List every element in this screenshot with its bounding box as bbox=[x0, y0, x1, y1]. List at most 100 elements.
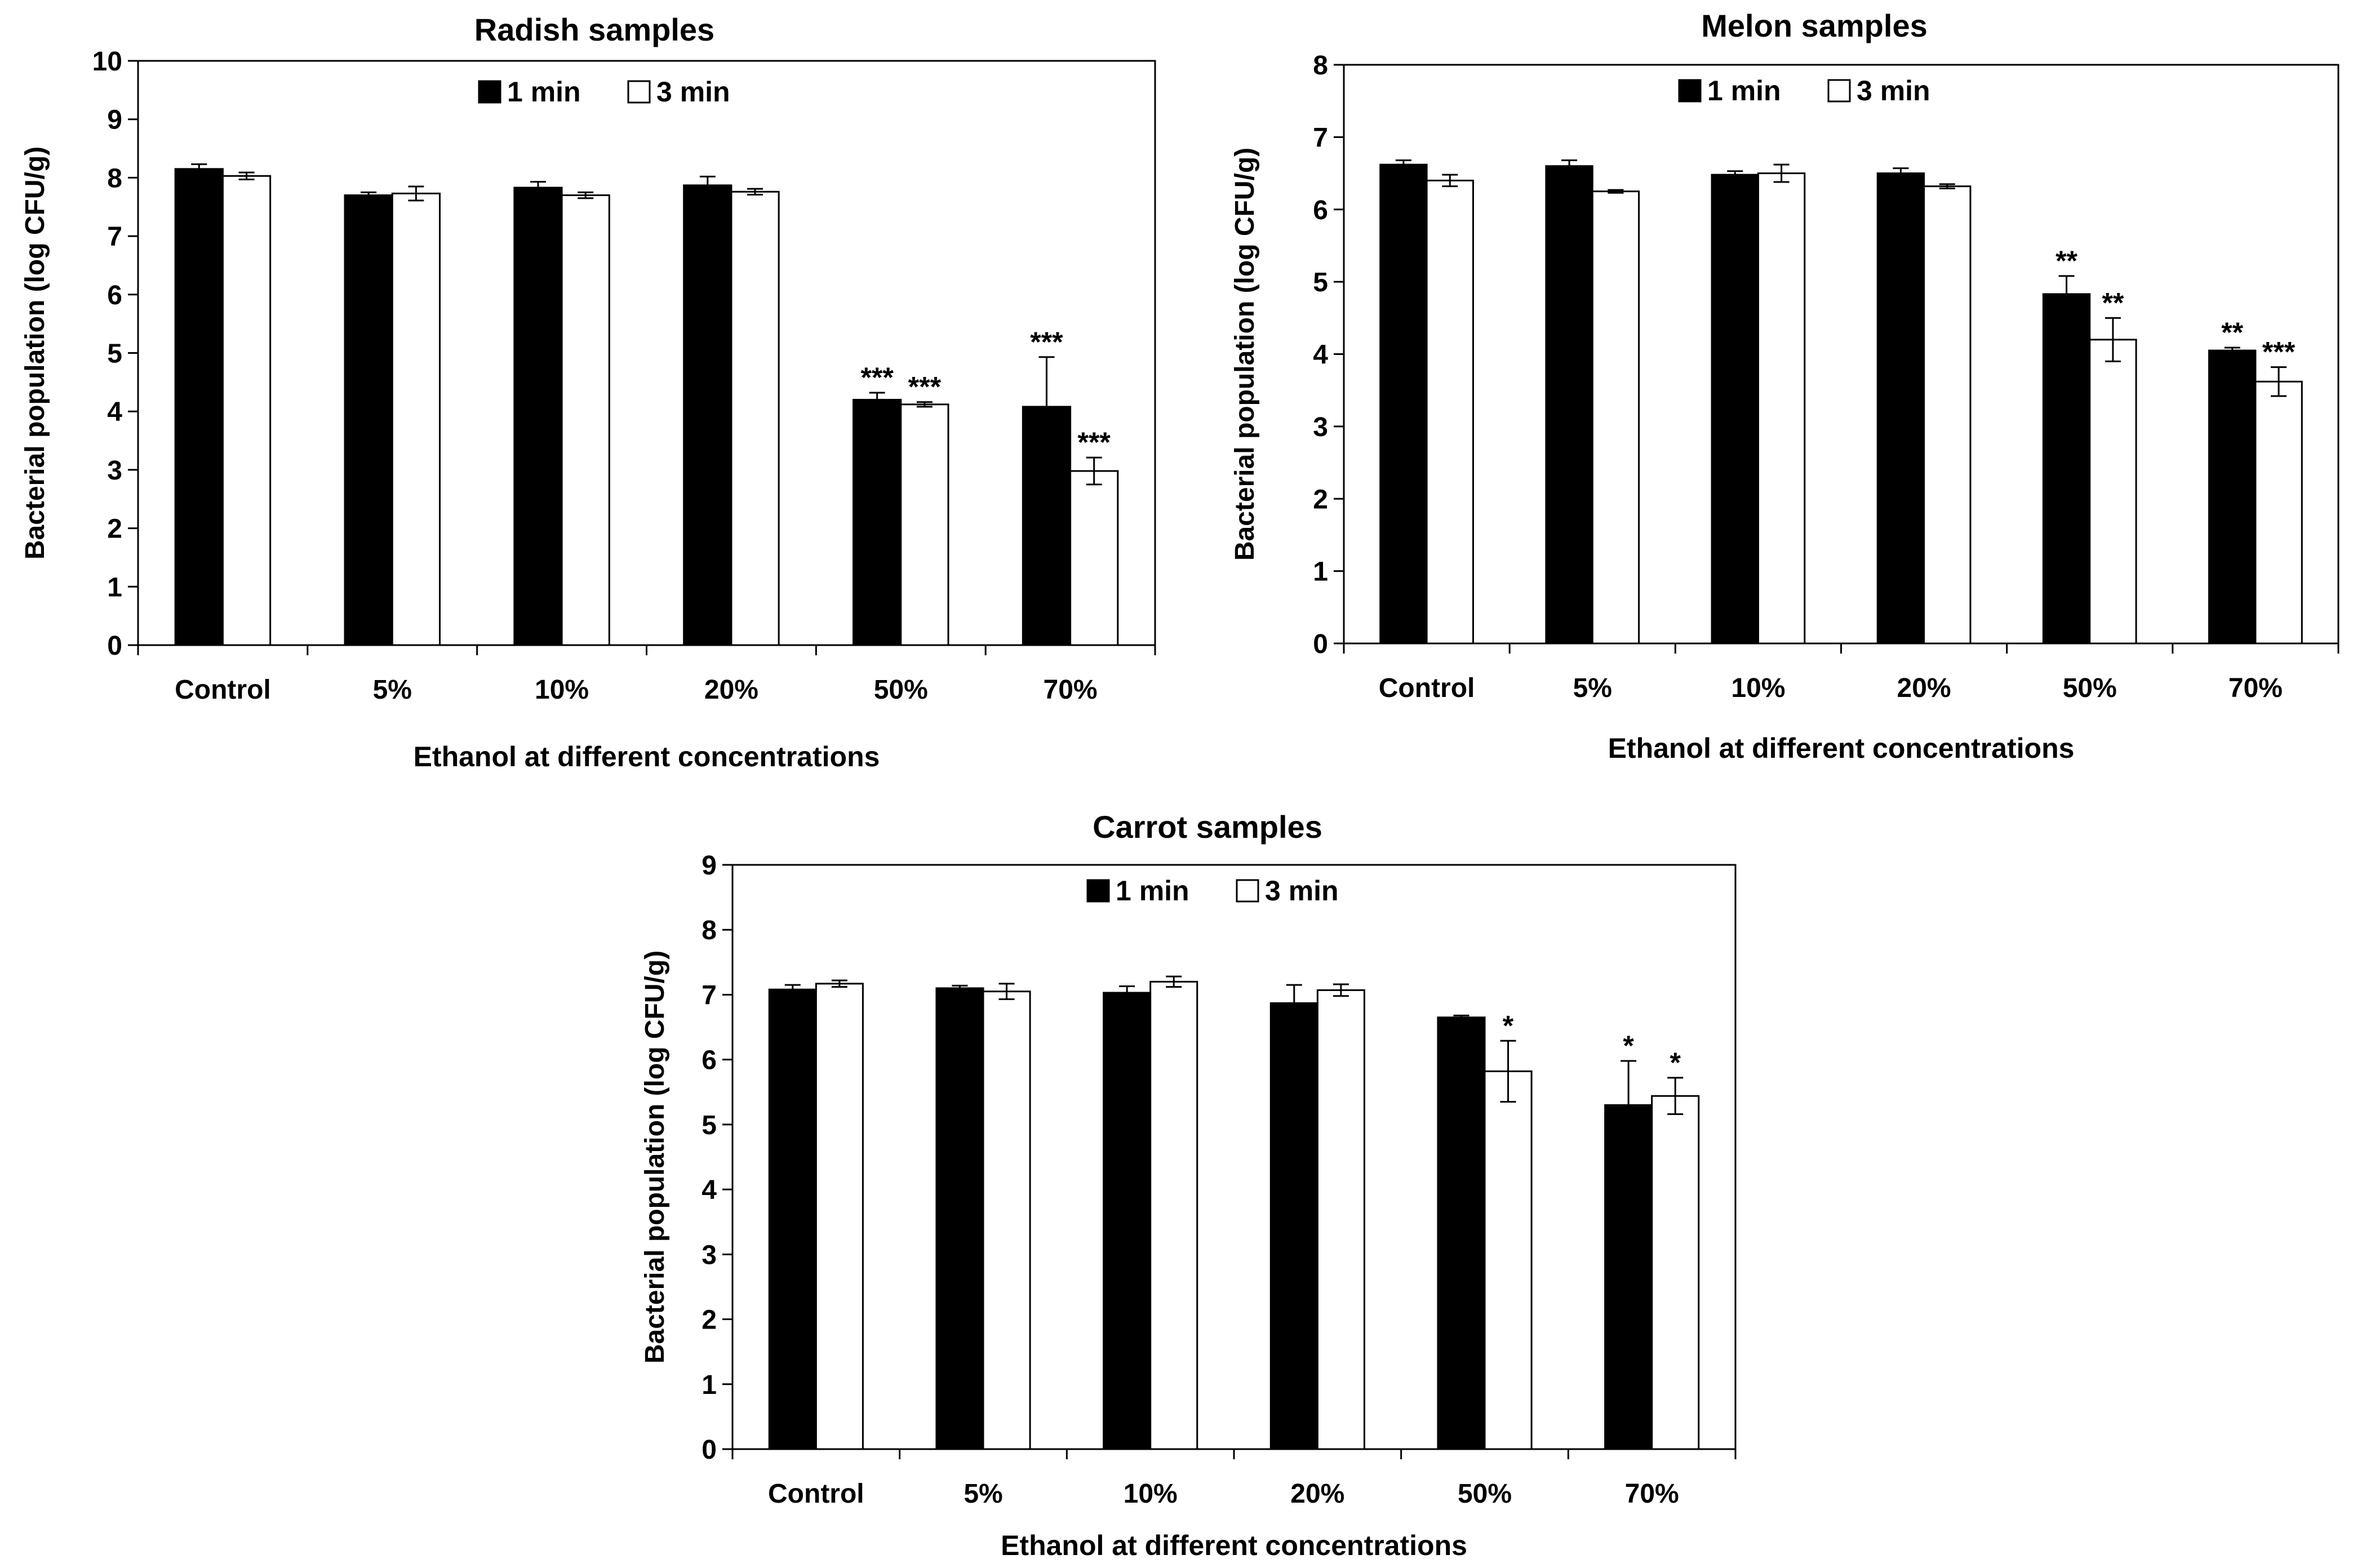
radish-x-category-label: 20% bbox=[704, 675, 758, 705]
melon-bar-3min bbox=[2089, 339, 2137, 645]
radish-plot-frame bbox=[137, 60, 1156, 646]
radish-significance-label: *** bbox=[860, 362, 894, 393]
radish-bar-3min bbox=[221, 175, 272, 646]
radish-legend-label: 1 min bbox=[507, 76, 581, 108]
radish-bar-1min bbox=[683, 184, 732, 646]
melon-bar-1min bbox=[2042, 293, 2091, 645]
carrot-bar-3min bbox=[1651, 1095, 1700, 1450]
carrot-x-category-label: 10% bbox=[1124, 1479, 1178, 1509]
radish-legend-label: 3 min bbox=[656, 76, 730, 108]
carrot-x-category-label: 70% bbox=[1625, 1479, 1679, 1509]
melon-plot-frame bbox=[1343, 64, 2339, 645]
carrot-plot-frame bbox=[731, 864, 1737, 1450]
radish-x-category-label: 70% bbox=[1044, 675, 1098, 705]
melon-x-category-label: 70% bbox=[2228, 673, 2283, 703]
melon-bar-3min bbox=[1923, 185, 1972, 645]
melon-bar-3min bbox=[1426, 179, 1474, 645]
radish-bar-1min bbox=[513, 186, 563, 646]
carrot-significance-label: * bbox=[1670, 1047, 1681, 1078]
melon-chart-title: Melon samples bbox=[1701, 8, 1927, 43]
melon-x-category-label: 5% bbox=[1573, 673, 1612, 703]
radish-y-tick-label: 0 bbox=[107, 631, 122, 661]
carrot-y-tick-label: 8 bbox=[702, 916, 717, 945]
radish-x-category-label: 50% bbox=[874, 675, 928, 705]
carrot-bar-1min bbox=[1269, 1002, 1318, 1450]
melon-y-tick-label: 3 bbox=[1313, 412, 1328, 442]
melon-significance-label: *** bbox=[2262, 336, 2296, 368]
melon-bar-1min bbox=[1876, 172, 1925, 645]
melon-y-tick-label: 7 bbox=[1313, 123, 1328, 153]
radish-bar-3min bbox=[730, 190, 780, 646]
melon-y-tick-label: 8 bbox=[1313, 51, 1328, 81]
carrot-y-tick-label: 5 bbox=[702, 1111, 717, 1140]
melon-bar-1min bbox=[2208, 349, 2257, 645]
melon-bar-1min bbox=[1379, 163, 1428, 645]
carrot-y-tick-label: 3 bbox=[702, 1240, 717, 1270]
carrot-bar-3min bbox=[982, 990, 1031, 1450]
carrot-y-tick-label: 9 bbox=[702, 851, 717, 881]
carrot-y-tick-label: 4 bbox=[702, 1175, 717, 1205]
radish-y-tick-label: 8 bbox=[107, 163, 122, 193]
melon-bar-3min bbox=[2254, 380, 2303, 645]
carrot-y-axis-label: Bacterial population (log CFU/g) bbox=[640, 950, 670, 1363]
melon-y-tick-label: 6 bbox=[1313, 196, 1328, 225]
radish-bar-3min bbox=[1069, 470, 1119, 646]
carrot-y-tick-label: 6 bbox=[702, 1046, 717, 1076]
carrot-bar-3min bbox=[1484, 1070, 1533, 1450]
radish-y-tick-label: 5 bbox=[107, 339, 122, 369]
melon-significance-label: ** bbox=[2102, 287, 2124, 318]
carrot-bar-1min bbox=[935, 987, 984, 1450]
melon-significance-label: ** bbox=[2055, 245, 2077, 277]
radish-bar-3min bbox=[391, 192, 441, 646]
carrot-bar-3min bbox=[815, 983, 864, 1450]
melon-x-category-label: 10% bbox=[1731, 673, 1785, 703]
carrot-bar-3min bbox=[1149, 980, 1198, 1450]
carrot-bar-1min bbox=[1103, 992, 1152, 1450]
radish-x-category-label: Control bbox=[175, 675, 271, 705]
carrot-bar-3min bbox=[1316, 989, 1365, 1450]
carrot-y-tick-label: 0 bbox=[702, 1435, 717, 1465]
melon-y-tick-label: 0 bbox=[1313, 629, 1328, 659]
radish-y-tick-label: 10 bbox=[92, 47, 122, 77]
carrot-significance-label: * bbox=[1503, 1010, 1514, 1041]
carrot-chart-title: Carrot samples bbox=[1093, 809, 1322, 845]
melon-y-tick-label: 2 bbox=[1313, 485, 1328, 514]
carrot-x-axis-label: Ethanol at different concentrations bbox=[1001, 1530, 1467, 1561]
carrot-y-tick-label: 1 bbox=[702, 1370, 717, 1400]
radish-x-category-label: 10% bbox=[535, 675, 589, 705]
melon-x-axis-label: Ethanol at different concentrations bbox=[1608, 732, 2075, 764]
carrot-bar-1min bbox=[1437, 1016, 1486, 1450]
melon-legend-label: 3 min bbox=[1857, 75, 1930, 106]
carrot-x-category-label: Control bbox=[768, 1479, 864, 1509]
radish-y-tick-label: 7 bbox=[107, 222, 122, 252]
carrot-bar-1min bbox=[768, 988, 817, 1450]
radish-x-category-label: 5% bbox=[373, 675, 412, 705]
radish-y-tick-label: 1 bbox=[107, 572, 122, 602]
melon-legend-swatch bbox=[1827, 79, 1851, 103]
carrot-legend-swatch bbox=[1086, 879, 1110, 903]
radish-y-axis-label: Bacterial population (log CFU/g) bbox=[20, 146, 50, 559]
carrot-chart: 0 1 2 3 4 5 6 7 8 9 Control 5% 10% 20% 50% 70% * * * Carrot… bbox=[640, 809, 1737, 1561]
radish-y-tick-label: 3 bbox=[107, 456, 122, 486]
radish-bar-1min bbox=[344, 194, 393, 646]
melon-bar-3min bbox=[1757, 172, 1806, 645]
radish-bar-1min bbox=[174, 168, 224, 646]
carrot-x-category-label: 5% bbox=[964, 1479, 1002, 1509]
melon-legend-swatch bbox=[1678, 79, 1702, 103]
radish-bar-3min bbox=[900, 403, 949, 646]
carrot-legend-label: 1 min bbox=[1116, 875, 1189, 907]
radish-significance-label: *** bbox=[908, 371, 942, 403]
radish-y-tick-label: 2 bbox=[107, 514, 122, 544]
radish-significance-label: *** bbox=[1030, 326, 1063, 358]
melon-legend-label: 1 min bbox=[1707, 75, 1781, 106]
carrot-legend-label: 3 min bbox=[1265, 875, 1339, 907]
carrot-legend-swatch bbox=[1236, 879, 1259, 903]
melon-x-category-label: 50% bbox=[2063, 673, 2117, 703]
carrot-y-tick-label: 2 bbox=[702, 1305, 717, 1335]
radish-legend-swatch bbox=[627, 80, 651, 104]
melon-x-category-label: Control bbox=[1379, 673, 1475, 703]
melon-y-tick-label: 1 bbox=[1313, 557, 1328, 587]
radish-y-tick-label: 4 bbox=[107, 397, 122, 427]
